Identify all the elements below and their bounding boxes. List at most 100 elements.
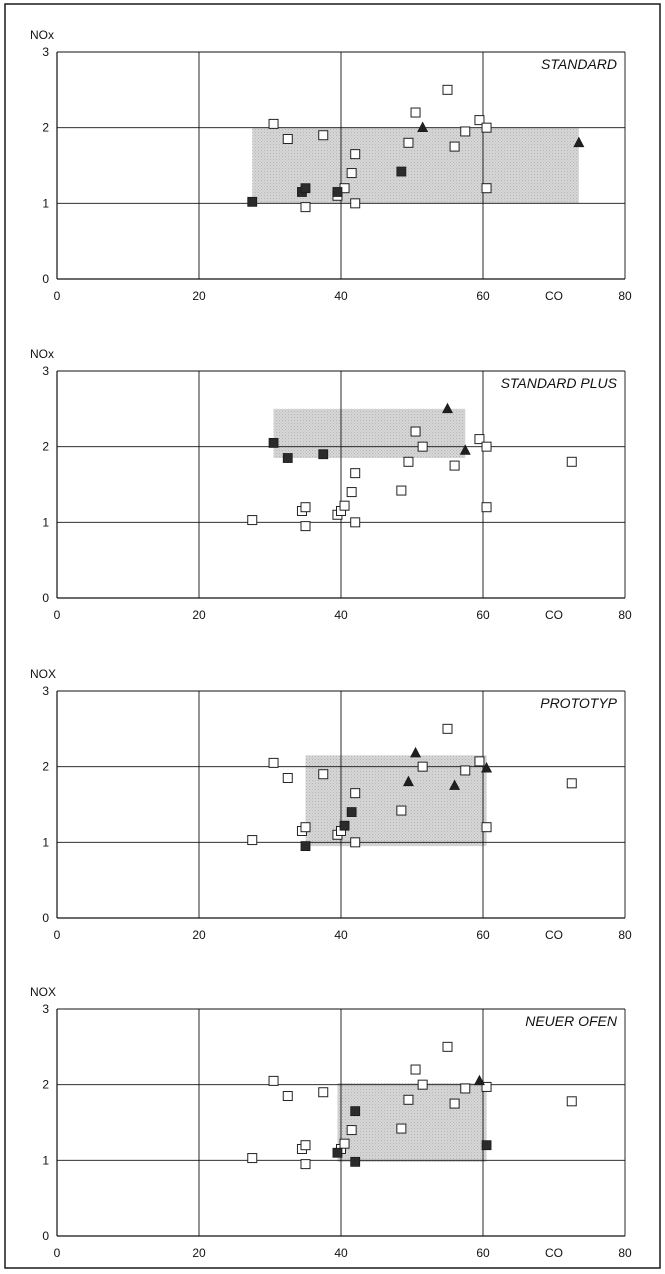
panel-title: STANDARD <box>541 56 617 72</box>
open-square-point <box>403 1094 414 1105</box>
open-square-point <box>410 1064 421 1075</box>
open-square-point <box>566 456 577 467</box>
open-square-point <box>566 1096 577 1107</box>
open-square-point <box>350 837 361 848</box>
filled-square-point <box>332 187 343 197</box>
triangle-point <box>417 121 429 132</box>
open-square-point <box>318 1087 329 1098</box>
figure-frame <box>4 3 661 1269</box>
y-tick-label: 2 <box>42 760 49 774</box>
x-tick-label: 20 <box>192 1246 206 1260</box>
x-tick-label: 40 <box>334 289 348 303</box>
y-tick-label: 3 <box>42 45 49 59</box>
x-tick-label: 0 <box>54 928 61 942</box>
x-tick-label: 20 <box>192 289 206 303</box>
open-square-point <box>460 1083 471 1094</box>
filled-square-point <box>318 449 329 460</box>
y-tick-label: 3 <box>42 1002 49 1016</box>
filled-square-point <box>396 166 407 177</box>
open-square-point <box>417 1079 428 1090</box>
open-square-point <box>247 835 258 846</box>
y-axis-label: NOx <box>30 347 54 361</box>
open-square-point <box>449 141 460 152</box>
open-square-point <box>410 107 421 118</box>
open-square-point <box>300 822 311 833</box>
panel-1: 0 1 2 3 0 20 40 60 80 NOx CO STANDARD <box>30 28 632 303</box>
open-square-point <box>268 757 279 768</box>
y-tick-label: 0 <box>42 272 49 286</box>
y-tick-label: 1 <box>42 196 49 210</box>
triangle-point <box>573 136 585 148</box>
open-square-point <box>350 198 361 209</box>
open-square-point <box>481 183 492 194</box>
open-square-point <box>474 434 485 445</box>
open-square-point <box>282 1091 293 1102</box>
open-square-point <box>410 426 421 437</box>
open-square-point <box>481 822 492 833</box>
filled-square-point <box>300 183 311 194</box>
open-square-point <box>460 765 471 776</box>
open-square-point <box>481 122 492 133</box>
y-tick-label: 1 <box>42 515 49 529</box>
filled-square-point <box>346 807 357 817</box>
panel-title: NEUER OFEN <box>525 1013 618 1029</box>
open-square-point <box>247 515 258 526</box>
open-square-point <box>350 788 361 799</box>
filled-square-point <box>282 453 293 463</box>
y-tick-label: 3 <box>42 684 49 698</box>
open-square-point <box>350 468 361 479</box>
filled-square-point <box>481 1140 492 1151</box>
open-square-point <box>566 778 577 789</box>
filled-square-point <box>300 841 311 852</box>
y-tick-label: 2 <box>42 1078 49 1092</box>
open-square-point <box>300 1159 311 1170</box>
highlight-region <box>273 408 466 459</box>
x-axis-label: CO <box>545 1246 563 1260</box>
x-tick-label: 40 <box>334 608 348 622</box>
y-axis-label: NOx <box>30 28 54 42</box>
x-tick-label: 60 <box>476 608 490 622</box>
triangle-point <box>481 762 493 773</box>
filled-square-point <box>350 1156 361 1167</box>
x-tick-label: 80 <box>618 608 632 622</box>
filled-square-point <box>350 1106 361 1117</box>
x-tick-label: 60 <box>476 928 490 942</box>
x-tick-label: 80 <box>618 1246 632 1260</box>
open-square-point <box>396 805 407 816</box>
y-axis-label: NOX <box>30 667 56 681</box>
open-square-point <box>474 115 485 126</box>
y-tick-label: 0 <box>42 1229 49 1243</box>
open-square-point <box>346 1125 357 1136</box>
open-square-point <box>403 137 414 148</box>
x-tick-label: 0 <box>54 608 61 622</box>
x-tick-label: 40 <box>334 928 348 942</box>
y-tick-label: 0 <box>42 911 49 925</box>
x-axis-label: CO <box>545 289 563 303</box>
triangle-point <box>402 775 414 787</box>
y-tick-label: 3 <box>42 364 49 378</box>
filled-square-point <box>268 437 279 448</box>
open-square-point <box>300 502 311 513</box>
filled-square-point <box>339 820 350 831</box>
open-square-point <box>474 756 485 767</box>
open-square-point <box>339 1138 350 1149</box>
open-square-point <box>247 1153 258 1164</box>
open-square-point <box>449 460 460 471</box>
open-square-point <box>396 1123 407 1134</box>
open-square-point <box>339 500 350 511</box>
open-square-point <box>350 149 361 160</box>
open-square-point <box>268 1075 279 1086</box>
x-tick-label: 20 <box>192 928 206 942</box>
panel-3: 0 1 2 3 0 20 40 60 80 NOX CO PROTOTYP <box>30 667 632 942</box>
x-tick-label: 0 <box>54 289 61 303</box>
open-square-point <box>282 134 293 145</box>
open-square-point <box>481 441 492 452</box>
open-square-point <box>449 1098 460 1109</box>
open-square-point <box>481 502 492 513</box>
open-square-point <box>350 517 361 528</box>
x-tick-label: 40 <box>334 1246 348 1260</box>
y-tick-label: 1 <box>42 835 49 849</box>
y-tick-label: 2 <box>42 121 49 135</box>
y-tick-label: 1 <box>42 1153 49 1167</box>
